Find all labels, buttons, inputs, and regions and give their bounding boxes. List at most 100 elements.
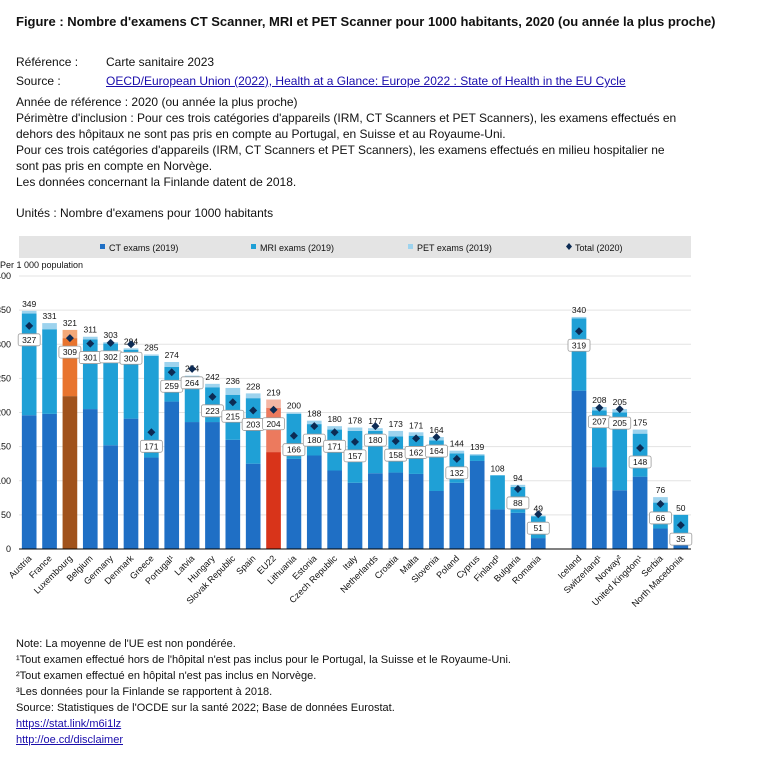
category-label: Spain (234, 553, 257, 576)
total-2020-marker (636, 443, 645, 452)
total-2020-label: 327 (22, 335, 36, 345)
ct-bar-segment (62, 396, 78, 549)
ct-bar-segment (123, 418, 139, 549)
total-2020-label: 223 (205, 406, 219, 416)
bar-total-label: 175 (633, 418, 647, 428)
total-2020-label: 207 (592, 417, 606, 427)
total-2020-label: 132 (450, 468, 464, 478)
mri-bar-segment (490, 475, 505, 510)
legend-swatch (100, 244, 105, 249)
bar-total-label: 164 (429, 425, 443, 435)
total-2020-marker (330, 428, 339, 437)
total-2020-box (139, 439, 163, 453)
mri-bar-segment (469, 455, 485, 461)
y-axis-label: Per 1 000 population (0, 260, 83, 270)
total-2020-marker (25, 321, 34, 330)
total-2020-label: 88 (513, 498, 523, 508)
ct-bar-segment (653, 528, 668, 549)
total-2020-label: 157 (348, 451, 362, 461)
total-2020-label: 204 (266, 419, 280, 429)
total-2020-marker (513, 484, 522, 493)
bar-total-label: 285 (144, 342, 158, 352)
source-row: Source : OECD/European Union (2022), Heal… (16, 73, 626, 89)
ct-bar-segment (571, 390, 587, 549)
figure-title: Figure : Nombre d'examens CT Scanner, MR… (16, 14, 716, 29)
total-2020-label: 300 (124, 353, 138, 363)
y-tick-label: 0 (6, 544, 11, 554)
mri-bar-segment (571, 318, 587, 391)
ct-bar-segment (205, 422, 220, 549)
ct-bar-segment (184, 422, 200, 549)
y-tick-label: 150 (0, 442, 11, 452)
pet-bar-segment (164, 361, 180, 367)
bar-total-label: 228 (246, 381, 260, 391)
disclaimer-link[interactable]: http://oe.cd/disclaimer (16, 734, 123, 746)
bar-total-label: 303 (104, 330, 118, 340)
ct-bar-segment (347, 482, 363, 549)
total-2020-marker (106, 338, 115, 347)
note-line: ¹Tout examen effectué hors de l'hôpital … (16, 654, 511, 666)
bar-total-label: 180 (328, 414, 342, 424)
scope-line-1: Périmètre d'inclusion : Pour ces trois c… (16, 111, 677, 125)
total-2020-label: 171 (144, 441, 158, 451)
bar-total-label: 205 (613, 397, 627, 407)
total-2020-box (608, 416, 632, 430)
total-2020-box (221, 409, 245, 423)
mri-bar-segment (123, 349, 139, 419)
total-2020-box (363, 433, 387, 447)
total-2020-box (119, 351, 143, 365)
scope-line-3: Pour ces trois catégories d'appareils (I… (16, 143, 665, 157)
pet-bar-segment (225, 387, 241, 395)
source-label: Source : (16, 74, 61, 88)
total-2020-marker (351, 437, 359, 446)
total-2020-box (526, 521, 550, 535)
legend-swatch (251, 244, 256, 249)
pet-bar-segment (653, 497, 668, 503)
total-2020-marker (310, 422, 319, 431)
mri-bar-segment (42, 329, 57, 414)
mri-bar-segment (632, 433, 648, 477)
finland-line: Les données concernant la Finlande daten… (16, 175, 297, 189)
y-tick-label: 50 (1, 510, 11, 520)
bar-total-label: 144 (450, 439, 464, 449)
total-2020-marker (167, 368, 176, 377)
note-line: Source: Statistiques de l'OCDE sur la sa… (16, 702, 395, 714)
ct-bar-segment (490, 509, 505, 549)
ct-bar-segment (245, 463, 261, 549)
ct-bar-segment (164, 401, 180, 549)
ct-bar-segment (408, 473, 424, 549)
total-2020-label: 158 (389, 450, 403, 460)
ct-bar-segment (144, 457, 159, 549)
ct-bar-segment (327, 470, 342, 549)
pet-bar-segment (449, 450, 465, 454)
note-line: ²Tout examen effectué en hôpital n'est p… (16, 670, 317, 682)
scope-line-4: sont pas pris en compte en Norvège. (16, 159, 213, 173)
mri-bar-segment (612, 412, 628, 491)
total-2020-label: 180 (368, 435, 382, 445)
total-2020-label: 66 (656, 513, 666, 523)
ct-bar-segment (306, 455, 322, 549)
bar-total-label: 94 (513, 473, 523, 483)
total-2020-marker (86, 339, 95, 348)
ct-bar-segment (266, 452, 281, 549)
total-2020-marker (228, 398, 237, 407)
metadata-block: Année de référence : 2020 (ou année la p… (16, 94, 676, 190)
total-2020-box (17, 333, 41, 347)
total-2020-label: 215 (226, 411, 240, 421)
ct-bar-segment (388, 472, 404, 549)
total-2020-label: 164 (429, 446, 443, 456)
mri-bar-segment (184, 379, 200, 423)
legend-label: PET exams (2019) (417, 243, 492, 253)
ct-bar-segment (510, 512, 526, 549)
bar-total-label: 49 (534, 504, 544, 514)
bar-total-label: 50 (676, 503, 686, 513)
ct-bar-segment (82, 409, 98, 549)
legend-background (19, 236, 691, 258)
bar-total-label: 188 (307, 409, 321, 419)
source-link[interactable]: OECD/European Union (2022), Health at a … (106, 74, 626, 88)
total-2020-box (282, 443, 306, 457)
total-2020-marker (391, 437, 400, 446)
bar-total-label: 311 (83, 325, 97, 335)
statlink[interactable]: https://stat.link/m6i1lz (16, 718, 122, 730)
total-2020-label: 309 (63, 347, 77, 357)
